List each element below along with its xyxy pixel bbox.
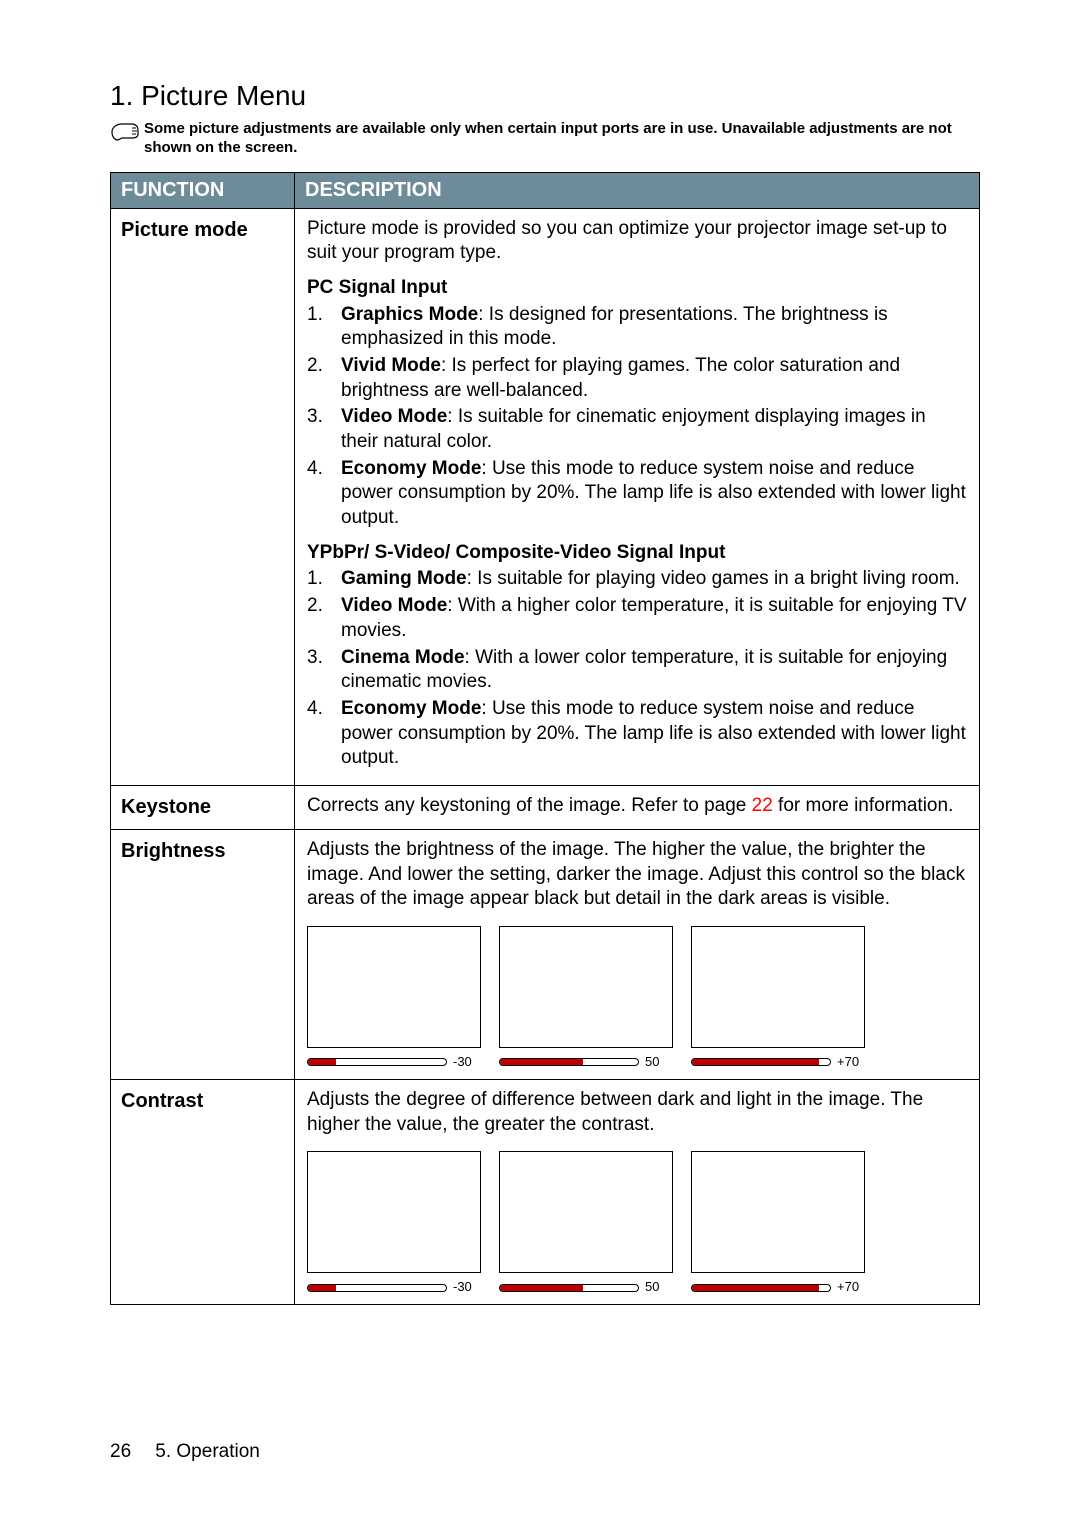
contrast-preview	[307, 1151, 481, 1273]
brightness-preview	[691, 926, 865, 1048]
desc-picture-mode: Picture mode is provided so you can opti…	[295, 208, 980, 785]
brightness-slider[interactable]	[499, 1058, 639, 1066]
func-keystone: Keystone	[111, 785, 295, 829]
brightness-preview	[499, 926, 673, 1048]
page-footer: 26 5. Operation	[110, 1441, 260, 1463]
page-ref-link[interactable]: 22	[752, 795, 773, 816]
pc-modes-list: 1.Graphics Mode: Is designed for present…	[307, 303, 967, 531]
ypbpr-modes-list: 1.Gaming Mode: Is suitable for playing v…	[307, 567, 967, 771]
func-brightness: Brightness	[111, 829, 295, 1079]
note-row: Some picture adjustments are available o…	[110, 120, 980, 158]
table-row: Contrast Adjusts the degree of differenc…	[111, 1079, 980, 1304]
hand-note-icon	[110, 120, 144, 147]
slider-value: -30	[453, 1279, 472, 1296]
contrast-preview	[499, 1151, 673, 1273]
slider-value: 50	[645, 1279, 659, 1296]
brightness-sliders: -30 50 +70	[307, 926, 967, 1071]
page-number: 26	[110, 1441, 150, 1463]
menu-table: FUNCTION DESCRIPTION Picture mode Pictur…	[110, 172, 980, 1306]
picture-mode-intro: Picture mode is provided so you can opti…	[307, 217, 967, 266]
brightness-slider[interactable]	[691, 1058, 831, 1066]
contrast-sliders: -30 50 +70	[307, 1151, 967, 1296]
contrast-slider[interactable]	[499, 1284, 639, 1292]
table-row: Picture mode Picture mode is provided so…	[111, 208, 980, 785]
func-contrast: Contrast	[111, 1079, 295, 1304]
contrast-text: Adjusts the degree of difference between…	[307, 1088, 967, 1137]
desc-contrast: Adjusts the degree of difference between…	[295, 1079, 980, 1304]
desc-keystone: Corrects any keystoning of the image. Re…	[295, 785, 980, 829]
table-row: Keystone Corrects any keystoning of the …	[111, 785, 980, 829]
desc-brightness: Adjusts the brightness of the image. The…	[295, 829, 980, 1079]
brightness-preview	[307, 926, 481, 1048]
func-picture-mode: Picture mode	[111, 208, 295, 785]
note-text: Some picture adjustments are available o…	[144, 120, 980, 158]
pc-signal-heading: PC Signal Input	[307, 276, 967, 301]
col-header-description: DESCRIPTION	[295, 172, 980, 208]
slider-value: +70	[837, 1279, 859, 1296]
contrast-slider[interactable]	[691, 1284, 831, 1292]
slider-value: -30	[453, 1054, 472, 1071]
slider-value: 50	[645, 1054, 659, 1071]
chapter-title: 5. Operation	[155, 1441, 260, 1462]
page-heading: 1. Picture Menu	[110, 80, 980, 112]
contrast-slider[interactable]	[307, 1284, 447, 1292]
ypbpr-heading: YPbPr/ S-Video/ Composite-Video Signal I…	[307, 541, 967, 566]
brightness-slider[interactable]	[307, 1058, 447, 1066]
col-header-function: FUNCTION	[111, 172, 295, 208]
brightness-text: Adjusts the brightness of the image. The…	[307, 838, 967, 912]
table-row: Brightness Adjusts the brightness of the…	[111, 829, 980, 1079]
slider-value: +70	[837, 1054, 859, 1071]
contrast-preview	[691, 1151, 865, 1273]
